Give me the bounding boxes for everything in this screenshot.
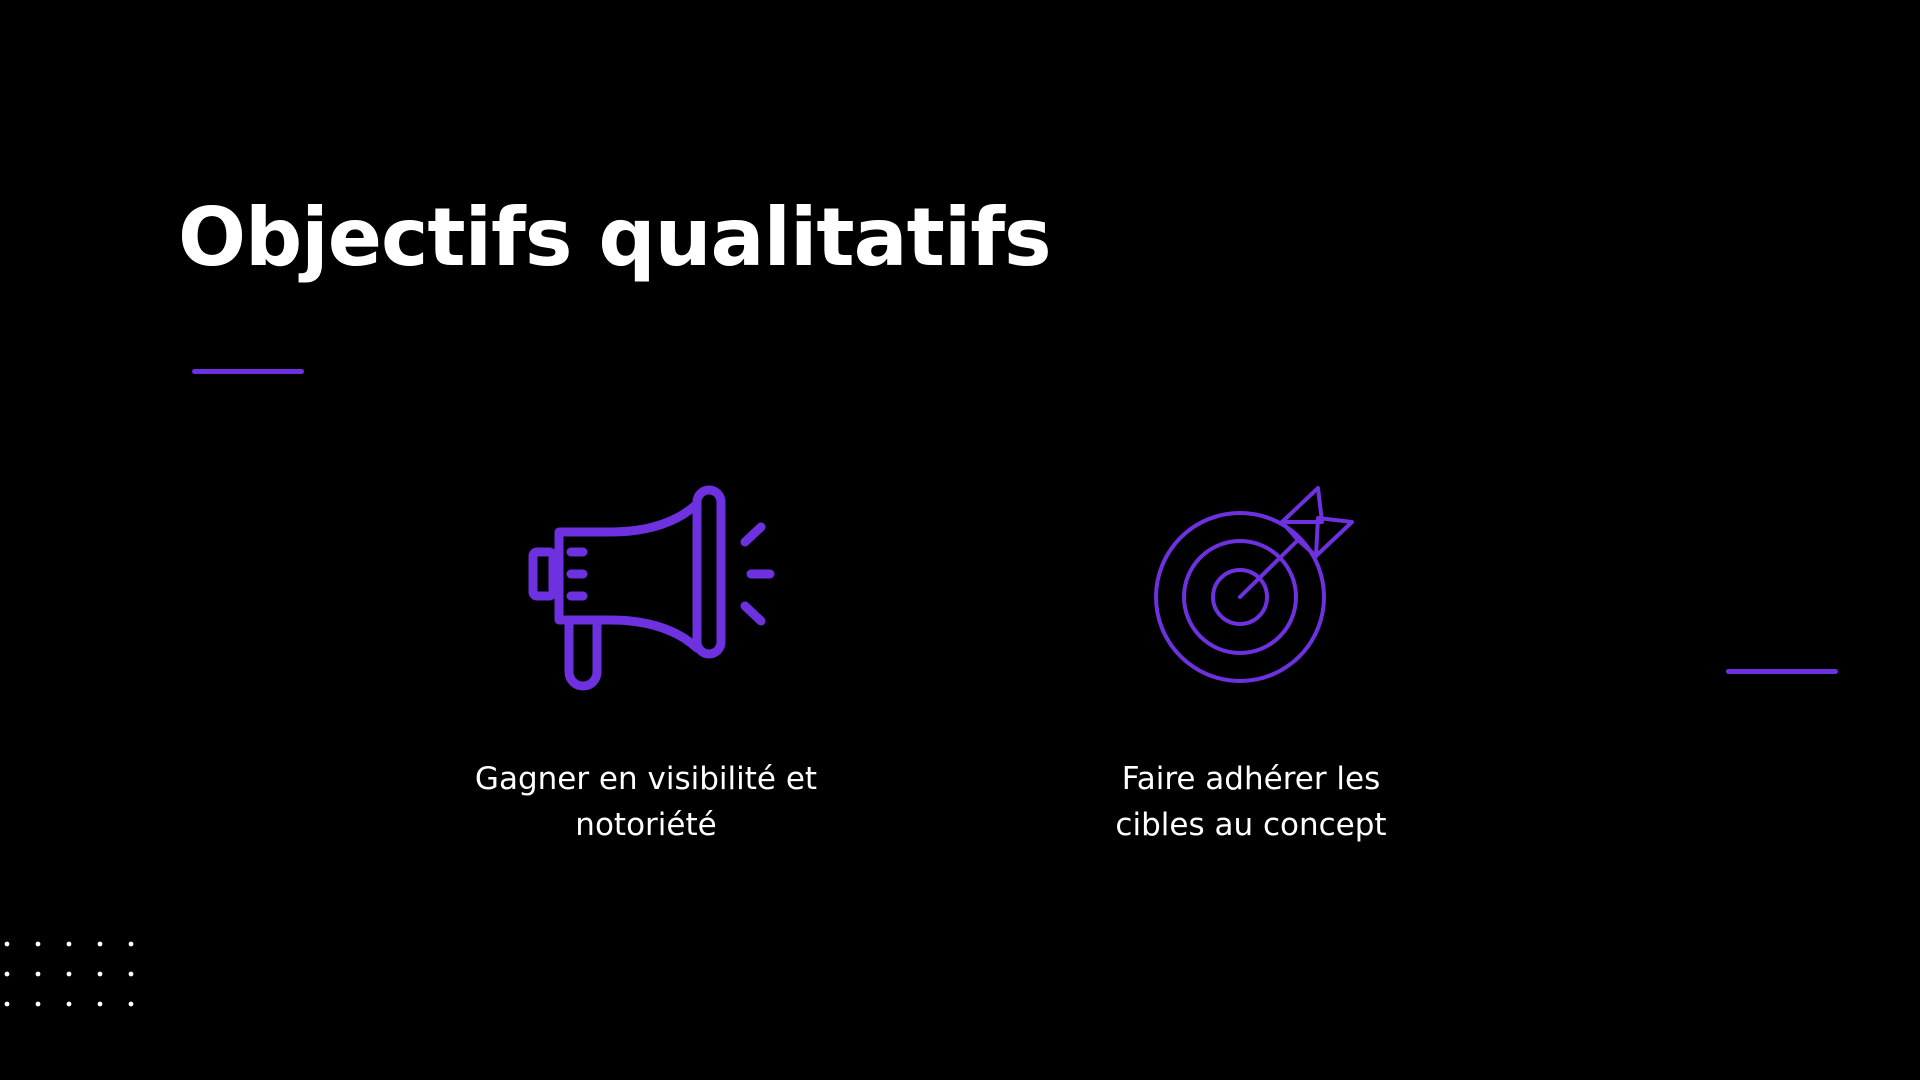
decorative-dot <box>97 971 103 977</box>
title-accent-line <box>192 369 304 374</box>
caption-line: notoriété <box>575 807 717 843</box>
decorative-dot <box>128 1001 134 1007</box>
decorative-dot <box>35 971 41 977</box>
slide-title: Objectifs qualitatifs <box>178 191 1052 284</box>
decorative-dot <box>4 1001 10 1007</box>
megaphone-icon <box>525 484 775 694</box>
target-icon <box>1150 484 1360 684</box>
objective-caption-adhesion: Faire adhérer les cibles au concept <box>1031 756 1471 848</box>
decorative-dot <box>4 941 10 947</box>
caption-line: Faire adhérer les <box>1121 761 1381 797</box>
objective-caption-visibility: Gagner en visibilité et notoriété <box>426 756 866 848</box>
decorative-dot <box>4 971 10 977</box>
decorative-dot <box>97 941 103 947</box>
decorative-dot-grid <box>0 938 140 1008</box>
decorative-dot <box>128 941 134 947</box>
decorative-dot <box>97 1001 103 1007</box>
decorative-dot <box>66 1001 72 1007</box>
side-accent-line <box>1726 669 1838 674</box>
decorative-dot <box>66 971 72 977</box>
caption-line: Gagner en visibilité et <box>474 761 818 797</box>
decorative-dot <box>35 1001 41 1007</box>
caption-line: cibles au concept <box>1115 807 1387 843</box>
decorative-dot <box>128 971 134 977</box>
decorative-dot <box>35 941 41 947</box>
decorative-dot <box>66 941 72 947</box>
